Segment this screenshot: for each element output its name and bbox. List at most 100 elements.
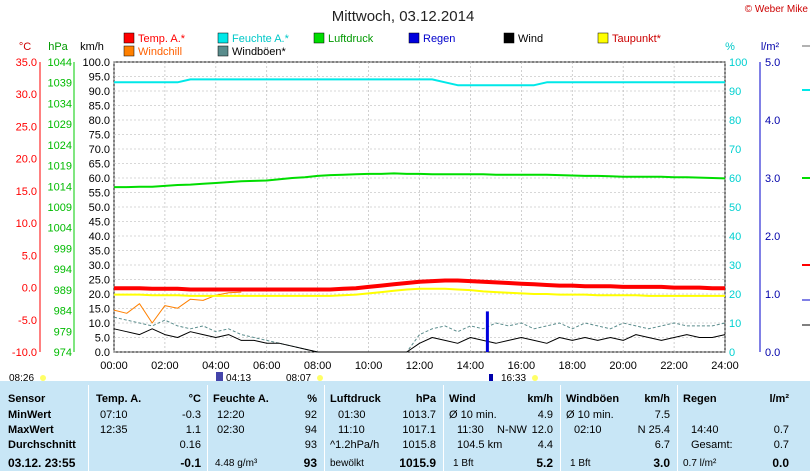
temp-tick-label: 35.0 (16, 57, 37, 69)
press-max-time: 11:10 (338, 424, 365, 436)
temp-current-value: -0.1 (180, 456, 201, 470)
marker-label-rain: 16:33 (501, 373, 526, 381)
wind-tick-label: 70.0 (89, 144, 110, 156)
marker-dot-tmin (40, 375, 46, 381)
pressure-tick-label: 984 (54, 306, 72, 318)
pressure-tick-label: 1014 (48, 181, 72, 193)
wind-tick-label: 5.0 (95, 333, 110, 345)
marker-label-hmin: 04:13 (226, 373, 251, 381)
press-min-time: 01:30 (338, 409, 366, 421)
temp-tick-label: 30.0 (16, 89, 37, 101)
x-tick-label: 02:00 (151, 360, 179, 372)
temp-axis-unit: °C (19, 41, 31, 53)
header-temp: Temp. A. (96, 393, 142, 405)
legend-label-gusts: Windböen* (232, 46, 287, 58)
header-wind-unit: km/h (527, 393, 553, 405)
temp-min-value: -0.3 (182, 409, 201, 421)
x-tick-label: 18:00 (558, 360, 586, 372)
wind-tick-label: 15.0 (89, 304, 110, 316)
pressure-axis-unit: hPa (48, 41, 68, 53)
wind-tick-label: 80.0 (89, 115, 110, 127)
wind-tick-label: 25.0 (89, 275, 110, 287)
table-separator (207, 385, 208, 471)
wind-tick-label: 45.0 (89, 217, 110, 229)
pressure-tick-label: 1009 (48, 202, 72, 214)
axis-ticks: 35.0 30.0 25.0 20.0 15.0 10.0 5.0 0.0 -5.0 -10.0 1… (12, 57, 780, 372)
hum-min-time: 12:20 (217, 409, 245, 421)
chart-title: Mittwoch, 03.12.2014 (332, 8, 475, 25)
pressure-tick-label: 999 (54, 243, 72, 255)
rain-bar (485, 311, 489, 352)
hum-min-value: 92 (304, 409, 317, 421)
temp-tick-label: 15.0 (16, 186, 37, 198)
pressure-tick-label: 1039 (48, 78, 72, 90)
legend-label-rain: Regen (423, 33, 455, 45)
legend-swatch-humidity (217, 32, 229, 44)
rain-total-value: 0.7 (773, 439, 789, 451)
legend-swatch-rain (408, 32, 420, 44)
header-temp-unit: °C (188, 393, 201, 405)
gust-max-time: 02:10 (574, 424, 602, 436)
rain-day-amount: 0.7 l/m² (683, 458, 717, 469)
temp-max-time: 12:35 (100, 424, 128, 436)
gust-max-value: N 25.4 (637, 424, 670, 436)
press-forecast: bewölkt (330, 458, 364, 469)
temp-tick-label: 5.0 (22, 250, 37, 262)
x-tick-label: 08:00 (304, 360, 332, 372)
series-line-windchill (113, 291, 242, 324)
temp-tick-label: -5.0 (18, 315, 37, 327)
x-tick-label: 14:00 (457, 360, 485, 372)
rain-tick-label: 0.0 (765, 347, 780, 359)
legend-swatch-pressure (313, 32, 325, 44)
legend-label-humidity: Feuchte A.* (232, 33, 290, 45)
col-wind: Wind km/h Ø 10 min. 4.9 11:30 N-NW 12.0 … (449, 381, 553, 471)
series-line-feuchte-a (114, 78, 725, 87)
wind-tick-label: 90.0 (89, 86, 110, 98)
rain-tick-label: 5.0 (765, 57, 780, 69)
rain-total-label: Gesamt: (691, 439, 733, 451)
humidity-axis-unit: % (725, 41, 735, 53)
x-tick-label: 16:00 (508, 360, 536, 372)
humidity-tick-label: 60 (729, 173, 741, 185)
rain-axis-unit: l/m² (761, 41, 780, 53)
temp-tick-label: 20.0 (16, 154, 37, 166)
rain-tick-label: 1.0 (765, 289, 780, 301)
legend-label-pressure: Luftdruck (328, 33, 374, 45)
press-min-value: 1013.7 (402, 409, 436, 421)
x-tick-label: 24:00 (711, 360, 739, 372)
col-gusts: Windböen km/h Ø 10 min. 7.5 02:10 N 25.4… (566, 381, 670, 471)
wind-tick-label: 35.0 (89, 246, 110, 258)
series-line-windb-en (113, 316, 726, 353)
hum-max-time: 02:30 (217, 424, 245, 436)
stats-table: Sensor MinWert MaxWert Durchschnitt 03.1… (0, 381, 810, 471)
rain-max-time: 14:40 (691, 424, 719, 436)
x-tick-label: 10:00 (355, 360, 383, 372)
header-press: Luftdruck (330, 393, 381, 405)
wind-min-label: Ø 10 min. (449, 409, 497, 421)
col-humidity: Feuchte A. % 12:20 92 02:30 94 93 4.48 g… (213, 381, 317, 471)
series-line-luftdruck (114, 172, 726, 189)
wind-beaufort: 1 Bft (453, 458, 474, 469)
pressure-tick-label: 974 (54, 347, 72, 359)
series-line-taupunkt (114, 287, 725, 297)
table-separator (443, 385, 444, 471)
wind-tick-label: 10.0 (89, 318, 110, 330)
series (113, 78, 726, 353)
marker-label-pmin: 08:07 (286, 373, 311, 381)
x-tick-label: 06:00 (253, 360, 281, 372)
marker-block-rain (489, 374, 493, 381)
wind-tick-label: 95.0 (89, 72, 110, 84)
rain-tick-label: 3.0 (765, 173, 780, 185)
rain-current-value: 0.0 (772, 456, 789, 470)
humidity-tick-label: 50 (729, 202, 741, 214)
humidity-tick-label: 0 (729, 347, 735, 359)
table-separator (88, 385, 89, 471)
temp-tick-label: 0.0 (22, 283, 37, 295)
header-gust: Windböen (566, 393, 620, 405)
x-tick-label: 00:00 (100, 360, 128, 372)
wind-tick-label: 85.0 (89, 101, 110, 113)
hum-max-value: 94 (304, 424, 317, 436)
x-tick-label: 04:00 (202, 360, 230, 372)
wind-tick-label: 0.0 (95, 347, 110, 359)
humidity-tick-label: 30 (729, 260, 741, 272)
